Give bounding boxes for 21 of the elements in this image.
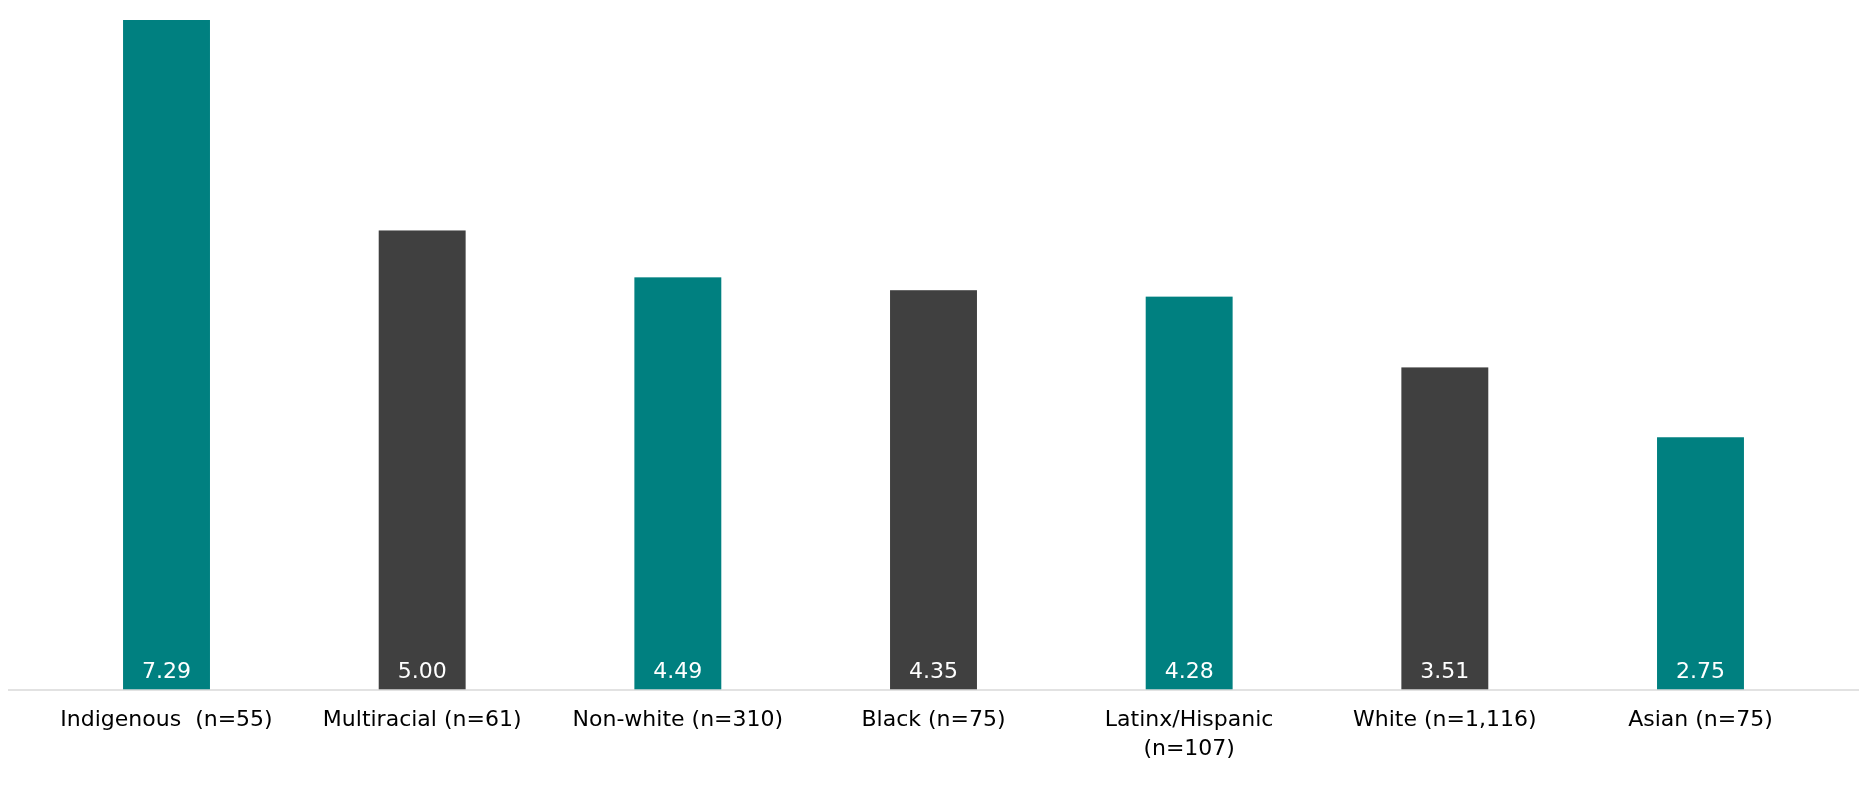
x-tick-label: Indigenous (n=55) (60, 706, 273, 731)
bar (634, 277, 722, 690)
data-label: 3.51 (1420, 658, 1470, 683)
data-label: 7.29 (142, 658, 191, 683)
x-tick-label: Asian (n=75) (1628, 706, 1773, 731)
x-tick-label: Black (n=75) (861, 706, 1006, 731)
bar (123, 20, 210, 690)
data-label: 4.49 (653, 658, 703, 683)
x-tick-label: Latinx/Hispanic (n=107) (1104, 706, 1274, 760)
bar (890, 290, 977, 690)
x-tick-label: Multiracial (n=61) (322, 706, 522, 731)
data-label: 4.35 (909, 658, 958, 683)
data-label: 5.00 (397, 658, 447, 683)
x-tick-label: White (n=1,116) (1353, 706, 1537, 731)
x-tick-label: Non-white (n=310) (572, 706, 784, 731)
data-label: 4.28 (1164, 658, 1214, 683)
bar (1401, 367, 1489, 690)
data-label: 2.75 (1676, 658, 1725, 683)
bar (378, 230, 466, 690)
bar (1145, 296, 1233, 690)
bar (1657, 437, 1744, 690)
